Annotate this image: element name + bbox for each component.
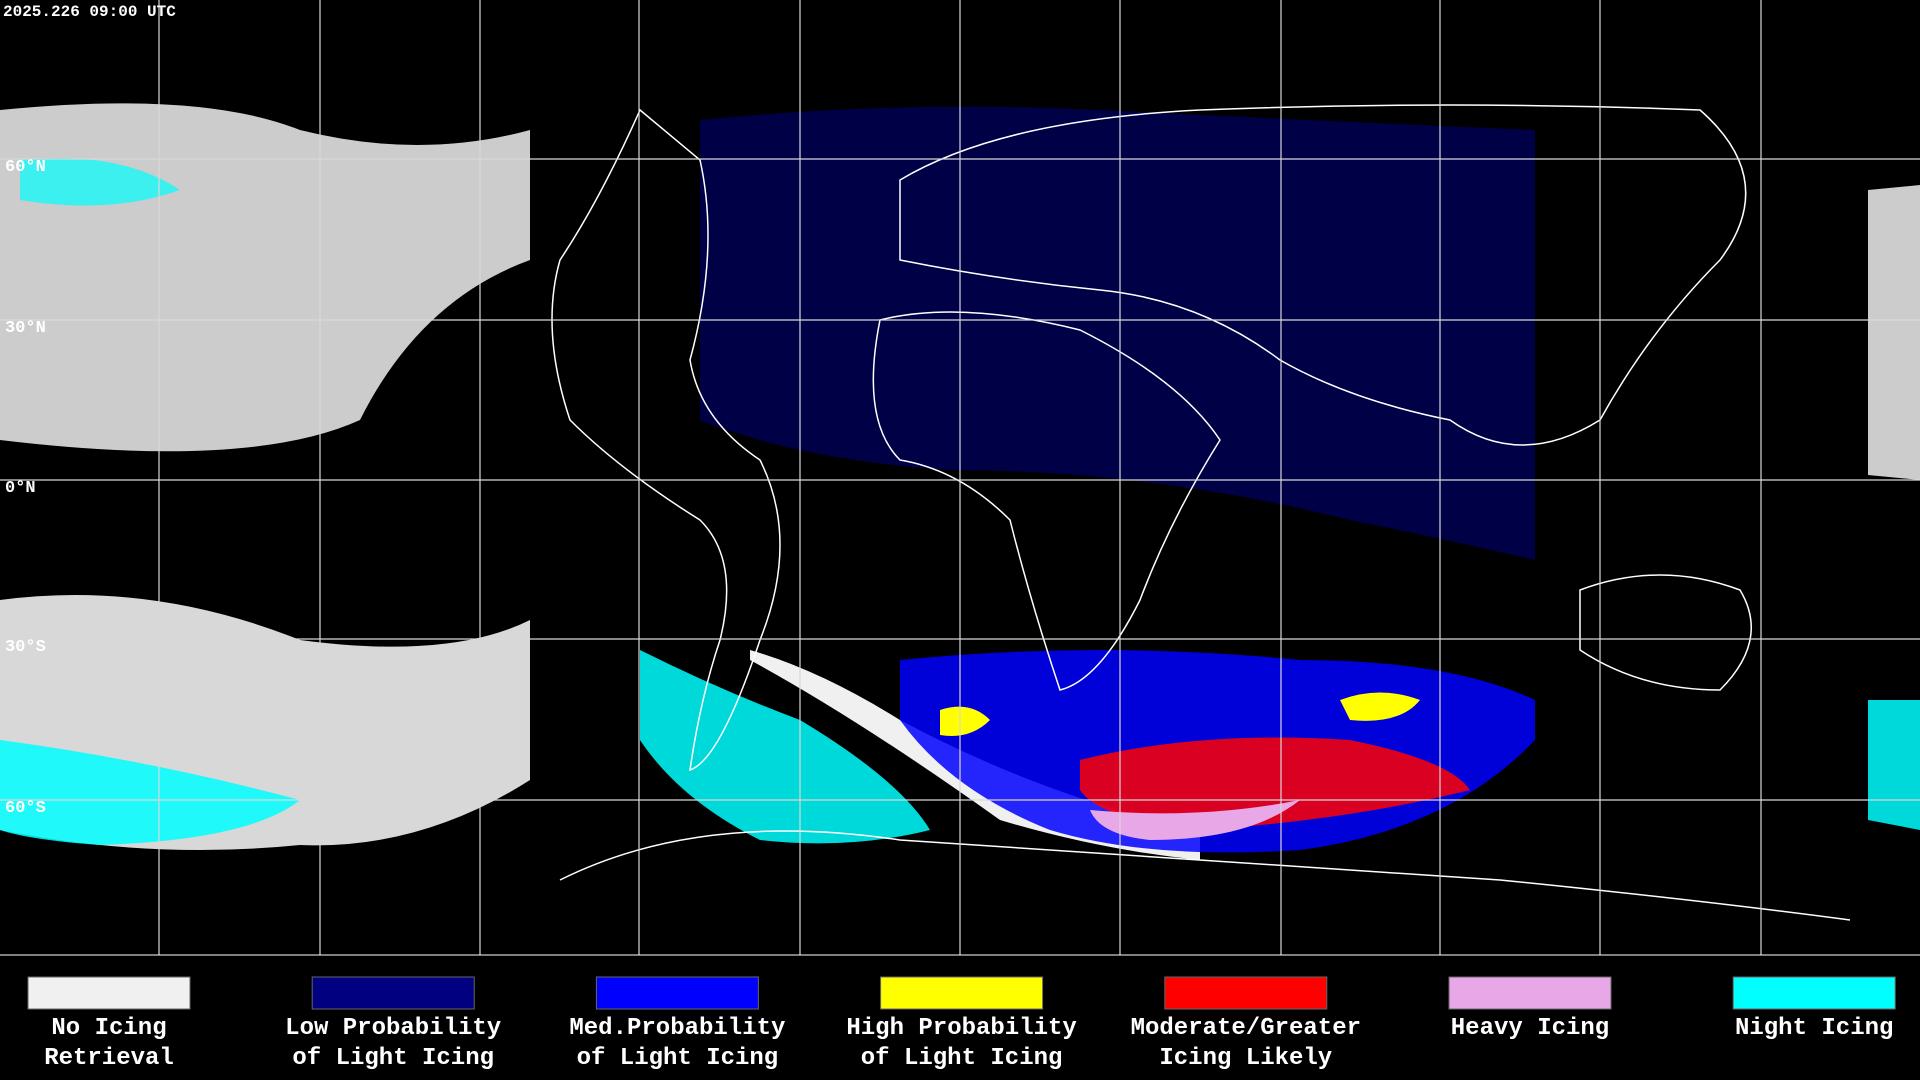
- coastline: [872, 311, 1221, 691]
- latitude-label: 60°S: [5, 799, 46, 818]
- latitude-label: 30°N: [5, 319, 46, 338]
- latitude-label: 0°N: [5, 479, 36, 498]
- night-icing-area: [1868, 700, 1920, 830]
- night-icing-area: [0, 740, 300, 845]
- legend-label: of Light Icing: [861, 1045, 1063, 1072]
- legend-swatch: [27, 976, 191, 1010]
- timestamp: 2025.226 09:00 UTC: [3, 3, 176, 21]
- legend-label: No Icing: [51, 1015, 166, 1042]
- cloud-area: [1868, 185, 1920, 480]
- coastline: [1579, 574, 1752, 691]
- legend-label: Night Icing: [1735, 1015, 1893, 1042]
- latitude-labels: 60°N 30°N 0°N 30°S 60°S: [5, 158, 46, 818]
- legend-swatch: [880, 976, 1044, 1010]
- high-probability-area: [940, 706, 990, 736]
- legend-label: High Probability: [846, 1015, 1076, 1042]
- graticule: [0, 0, 1920, 955]
- imagery: [0, 103, 1920, 860]
- coastline: [899, 104, 1747, 446]
- legend-swatch: [595, 976, 759, 1010]
- legend-label: Icing Likely: [1159, 1045, 1332, 1072]
- coastlines: [551, 104, 1851, 921]
- heavy-icing-area: [1090, 800, 1300, 840]
- legend-label: Retrieval: [44, 1045, 174, 1072]
- low-probability-area: [700, 106, 1535, 561]
- legend-label: of Light Icing: [577, 1045, 779, 1072]
- legend-swatch: [311, 976, 475, 1010]
- legend-swatch: [1732, 976, 1896, 1010]
- night-icing-area: [640, 650, 930, 844]
- latitude-label: 30°S: [5, 638, 46, 657]
- legend-label: Low Probability: [285, 1015, 501, 1042]
- legend-swatch: [1448, 976, 1612, 1010]
- night-icing-area: [20, 158, 180, 206]
- coastline: [559, 830, 1851, 921]
- high-probability-area: [1340, 692, 1420, 721]
- legend-label: Moderate/Greater: [1131, 1015, 1361, 1042]
- moderate-icing-area: [1080, 737, 1470, 830]
- legend-label: Heavy Icing: [1451, 1015, 1609, 1042]
- legend-swatch: [1164, 976, 1328, 1010]
- legend-label: Med.Probability: [569, 1015, 785, 1042]
- legend: No Icing Retrieval Low Probability of Light…: [27, 976, 1896, 1072]
- legend-label: of Light Icing: [292, 1045, 494, 1072]
- coastline: [551, 108, 781, 772]
- latitude-label: 60°N: [5, 158, 46, 177]
